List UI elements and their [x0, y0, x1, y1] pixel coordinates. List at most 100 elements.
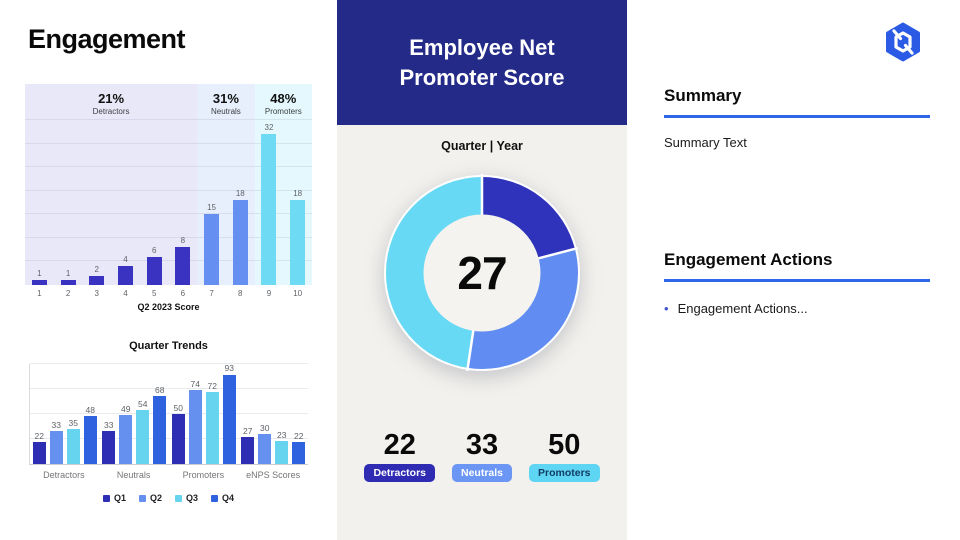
stat-badge: Promoters: [529, 464, 600, 482]
score-chart-plot-area: 21% Detractors 31% Neutrals 48% Promoters 1 1 2 4…: [25, 84, 313, 285]
score-band-detractors: 21% Detractors: [25, 84, 198, 285]
summary-heading: Summary: [664, 86, 742, 105]
stat-value: 22: [383, 429, 416, 461]
legend-item: Q2: [138, 493, 162, 503]
bar-value-label: 93: [224, 363, 234, 373]
bar: [146, 256, 162, 285]
gridline: [30, 438, 308, 439]
gridline: [25, 166, 312, 168]
bar: [292, 442, 306, 464]
hexagon-logo-icon: [886, 22, 920, 62]
trend-bar-column: 23: [275, 364, 289, 464]
bar-value-label: 1: [37, 269, 42, 279]
bar-value-label: 33: [51, 419, 61, 430]
actions-heading: Engagement Actions: [664, 250, 833, 269]
band-percentage: 48%: [270, 91, 297, 106]
bar: [232, 200, 248, 285]
category-label: eNPS Scores: [246, 470, 301, 480]
stat-neutrals: 33 Neutrals: [449, 431, 515, 482]
enps-panel: Employee Net Promoter Score Quarter | Ye…: [337, 0, 627, 540]
bar-value-label: 15: [207, 203, 217, 213]
summary-text: Summary Text: [664, 134, 747, 150]
trend-bar-column: 48: [83, 364, 97, 464]
actions-list-item: • Engagement Actions...: [664, 301, 930, 318]
x-axis-tick: 5: [151, 289, 157, 298]
band-percentage: 31%: [212, 91, 239, 106]
legend-item: Q3: [175, 493, 198, 503]
bar: [66, 429, 80, 464]
trend-bar-column: 49: [119, 364, 133, 464]
trend-bar-column: 54: [136, 364, 150, 464]
x-axis-tick: 8: [238, 289, 243, 298]
stat-promoters: 50 Promoters: [529, 431, 600, 482]
score-bar-column: 1: [54, 120, 83, 285]
donut-svg: [384, 174, 580, 372]
x-axis-tick: 6: [180, 289, 186, 298]
actions-bullet-text: Engagement Actions...: [677, 300, 808, 316]
trend-bar-column: 74: [188, 364, 202, 464]
bar-value-label: 2: [94, 264, 99, 274]
trends-chart-title: Quarter Trends: [129, 340, 208, 352]
gridline: [30, 413, 308, 414]
bar: [275, 441, 289, 464]
x-axis-tick: 10: [293, 289, 303, 298]
band-label: Promoters: [264, 107, 302, 116]
trend-bar-column: 22: [292, 364, 306, 464]
x-axis-tick: 1: [37, 289, 42, 298]
gridline: [30, 388, 308, 389]
bar-value-label: 8: [180, 236, 186, 246]
legend-swatch: [102, 494, 110, 502]
bar: [175, 247, 191, 285]
stat-value: 33: [465, 429, 499, 461]
slice-separator: [533, 246, 579, 261]
gridline: [25, 213, 312, 215]
bar: [119, 415, 133, 464]
actions-divider: [664, 279, 930, 282]
bar: [188, 390, 202, 464]
trend-group-promoters: 50 74 72 93: [169, 364, 239, 464]
legend-item: Q4: [211, 493, 234, 503]
stat-value: 50: [548, 429, 581, 461]
score-bar-column: 32: [255, 120, 284, 285]
bar-value-label: 54: [138, 398, 148, 409]
bar-value-label: 72: [207, 380, 217, 391]
score-bar-column: 15: [197, 120, 226, 285]
legend-swatch: [211, 494, 219, 502]
bar-value-label: 74: [190, 378, 200, 389]
bar: [89, 275, 105, 285]
slide-title: Engagement: [28, 24, 186, 54]
stat-detractors: 22 Detractors: [364, 431, 435, 482]
bar: [222, 374, 236, 464]
score-bar-column: 6: [140, 120, 169, 285]
score-bar-column: 8: [169, 120, 198, 285]
bar: [171, 414, 185, 464]
score-distribution-chart: 21% Detractors 31% Neutrals 48% Promoters 1 1 2 4…: [25, 84, 313, 312]
trends-chart-legend: Q1 Q2 Q3 Q4: [25, 493, 312, 503]
right-panel: Summary Summary Text Engagement Actions …: [627, 0, 960, 540]
trends-chart-plot-area: 22 33 35 48 33 49 54 68 50 74 72 93 27 30 23 22: [29, 363, 309, 465]
legend-label: Q2: [149, 493, 162, 503]
trend-group-enps-scores: 27 30 23 22: [239, 364, 309, 464]
bar: [136, 410, 150, 464]
slice-separator: [466, 326, 476, 372]
bar: [49, 431, 63, 464]
bar: [102, 431, 116, 464]
score-bar-column: 18: [226, 120, 255, 285]
enps-stats-row: 22 Detractors 33 Neutrals 50 Promoters: [337, 431, 627, 482]
bar-value-label: 27: [243, 425, 253, 436]
stat-badge: Detractors: [364, 464, 435, 482]
gridline: [25, 260, 312, 262]
bar-value-label: 35: [68, 417, 78, 428]
bar: [258, 434, 272, 464]
trend-group-neutrals: 33 49 54 68: [100, 364, 170, 464]
legend-label: Q4: [222, 493, 235, 503]
bar: [241, 437, 255, 464]
bar-value-label: 18: [235, 189, 245, 199]
bar: [261, 134, 277, 285]
score-bar-column: 2: [82, 120, 111, 285]
bullet-icon: •: [664, 300, 669, 316]
score-bar-column: 1: [25, 120, 54, 285]
stat-badge: Neutrals: [451, 464, 512, 482]
bar-value-label: 1: [65, 269, 71, 279]
gridline: [25, 189, 312, 191]
